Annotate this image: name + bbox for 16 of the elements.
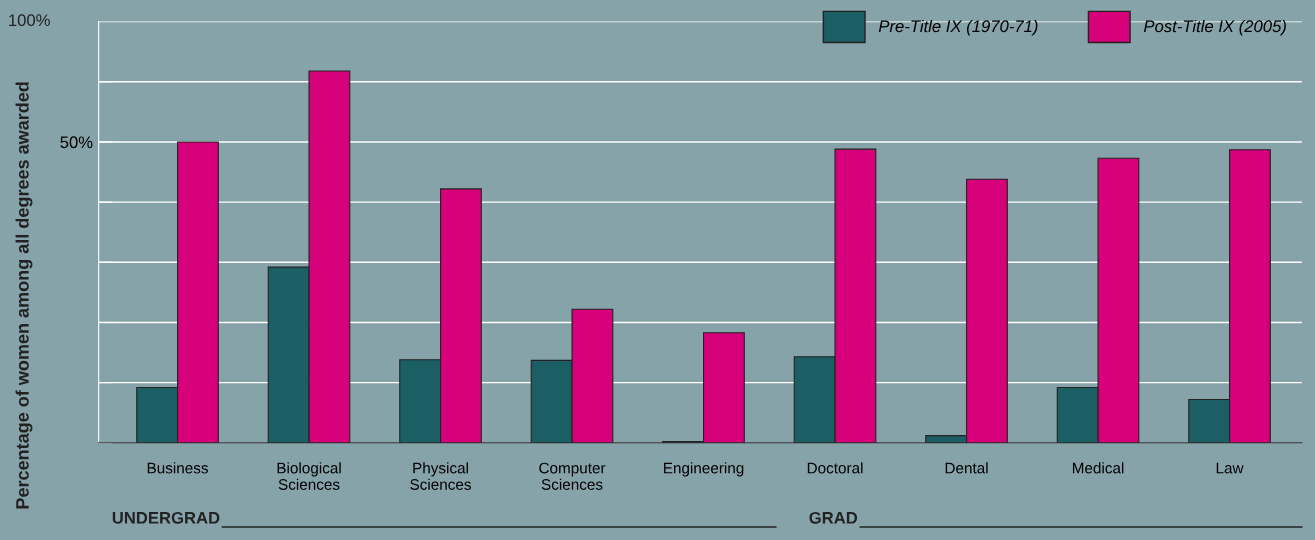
x-tick-label: Medical — [1072, 462, 1124, 474]
x-tick-label: Biological Sciences — [277, 462, 341, 490]
legend-label: Post-Title IX (2005) — [1143, 19, 1286, 36]
x-tick-label: Computer Sciences — [539, 462, 606, 490]
x-tick-label: Law — [1216, 462, 1244, 474]
y-axis-title: Percentage of women among all degrees awarded — [15, 82, 33, 509]
y-tick-label: 50% — [60, 136, 93, 149]
legend-label: Pre-Title IX (1970-71) — [878, 19, 1038, 36]
text: UNDERGRAD — [112, 511, 220, 524]
x-tick-label: Business — [147, 462, 208, 474]
x-tick-label: Doctoral — [807, 462, 863, 474]
x-tick-label: Dental — [945, 462, 988, 474]
x-tick-label: Engineering — [664, 462, 744, 477]
x-tick-label: Physical Sciences — [410, 462, 471, 490]
text: 100% — [9, 14, 50, 27]
text: GRAD — [809, 511, 858, 524]
